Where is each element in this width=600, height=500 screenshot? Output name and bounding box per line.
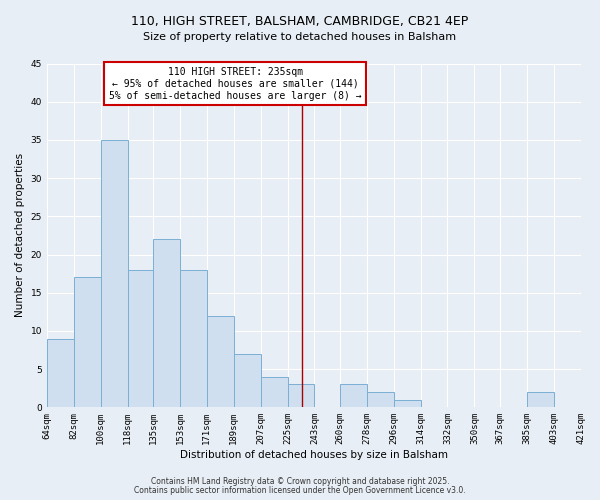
Text: 110 HIGH STREET: 235sqm
← 95% of detached houses are smaller (144)
5% of semi-de: 110 HIGH STREET: 235sqm ← 95% of detache… (109, 68, 362, 100)
Bar (101, 140, 128, 407)
Text: Contains HM Land Registry data © Crown copyright and database right 2025.: Contains HM Land Registry data © Crown c… (151, 477, 449, 486)
Bar (74, 278, 101, 407)
Bar (527, 392, 554, 407)
Bar (394, 400, 421, 407)
Bar (367, 392, 394, 407)
Bar (260, 377, 287, 408)
Bar (128, 270, 153, 407)
Y-axis label: Number of detached properties: Number of detached properties (15, 154, 25, 318)
Bar (180, 270, 207, 407)
Text: Size of property relative to detached houses in Balsham: Size of property relative to detached ho… (143, 32, 457, 42)
Bar (47, 338, 74, 407)
Bar (153, 239, 180, 408)
Bar (234, 354, 260, 408)
Bar (207, 316, 234, 408)
X-axis label: Distribution of detached houses by size in Balsham: Distribution of detached houses by size … (180, 450, 448, 460)
Bar (287, 384, 314, 407)
Text: Contains public sector information licensed under the Open Government Licence v3: Contains public sector information licen… (134, 486, 466, 495)
Text: 110, HIGH STREET, BALSHAM, CAMBRIDGE, CB21 4EP: 110, HIGH STREET, BALSHAM, CAMBRIDGE, CB… (131, 15, 469, 28)
Bar (340, 384, 367, 407)
